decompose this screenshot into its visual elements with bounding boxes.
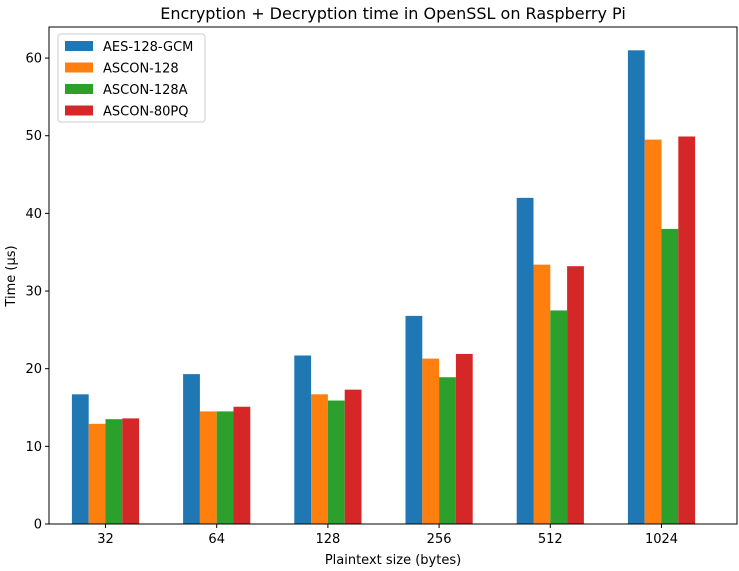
bar-ascon-80pq-512 (567, 266, 584, 524)
y-tick-label: 30 (25, 285, 42, 300)
x-tick-label: 32 (97, 532, 114, 547)
legend-label: ASCON-80PQ (103, 105, 188, 120)
bar-ascon-80pq-128 (344, 389, 362, 524)
x-tick-label: 64 (208, 532, 225, 547)
bar-ascon-128a-64 (216, 411, 234, 524)
bar-ascon-128a-256 (439, 377, 456, 524)
bar-ascon-128a-32 (105, 419, 123, 524)
bar-ascon-80pq-1024 (678, 136, 696, 524)
legend-swatch (65, 62, 93, 73)
bar-ascon-80pq-32 (122, 418, 140, 524)
plot-frame (48, 26, 738, 525)
y-tick-label: 20 (25, 362, 42, 377)
y-tick-label: 50 (25, 129, 42, 144)
bar-aes-128-gcm-128 (294, 355, 312, 524)
bar-aes-128-gcm-256 (405, 315, 423, 524)
legend-label: AES-128-GCM (103, 40, 193, 55)
y-axis: 0 10 20 30 40 50 60 (25, 52, 49, 533)
plot-area (71, 50, 696, 525)
bar-ascon-128-32 (88, 423, 106, 524)
bar-ascon-80pq-256 (455, 353, 473, 524)
x-tick-label: 256 (427, 532, 452, 547)
bar-ascon-128-512 (533, 264, 551, 524)
bar-ascon-128a-1024 (661, 228, 679, 524)
y-tick-label: 0 (34, 518, 42, 533)
bar-aes-128-gcm-64 (183, 374, 200, 524)
legend-swatch (65, 105, 93, 116)
y-axis-label: Time (µs) (4, 245, 19, 307)
bar-ascon-128a-128 (327, 400, 345, 524)
bar-ascon-128-64 (199, 411, 217, 524)
legend-swatch (65, 84, 93, 94)
bar-ascon-128-128 (311, 394, 328, 524)
bar-ascon-128-256 (422, 358, 440, 524)
legend: AES-128-GCM ASCON-128 ASCON-128A ASCON-80PQ (57, 33, 206, 123)
legend-box (57, 33, 206, 123)
bar-aes-128-gcm-32 (71, 394, 89, 524)
legend-label: ASCON-128 (103, 62, 179, 77)
y-tick-label: 10 (25, 440, 42, 455)
x-axis-label: Plaintext size (bytes) (325, 553, 461, 568)
y-tick-label: 60 (25, 52, 42, 67)
bar-aes-128-gcm-512 (516, 197, 534, 524)
bar-ascon-128a-512 (550, 310, 568, 524)
legend-label: ASCON-128A (103, 83, 188, 98)
x-tick-label: 1024 (645, 532, 678, 547)
bar-ascon-128-1024 (644, 139, 662, 524)
bar-aes-128-gcm-1024 (627, 50, 645, 525)
x-tick-label: 512 (538, 532, 563, 547)
x-tick-label: 128 (315, 532, 340, 547)
legend-swatch (65, 41, 93, 51)
chart-title: Encryption + Decryption time in OpenSSL … (160, 4, 626, 23)
x-axis: 32 64 128 256 512 1024 (97, 524, 678, 547)
bar-ascon-80pq-64 (233, 406, 251, 524)
y-tick-label: 40 (25, 207, 42, 222)
